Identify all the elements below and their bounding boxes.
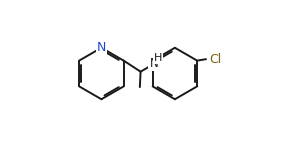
- Text: H: H: [154, 53, 162, 63]
- Text: Cl: Cl: [210, 53, 222, 66]
- Text: N: N: [150, 57, 158, 70]
- Text: N: N: [97, 41, 106, 54]
